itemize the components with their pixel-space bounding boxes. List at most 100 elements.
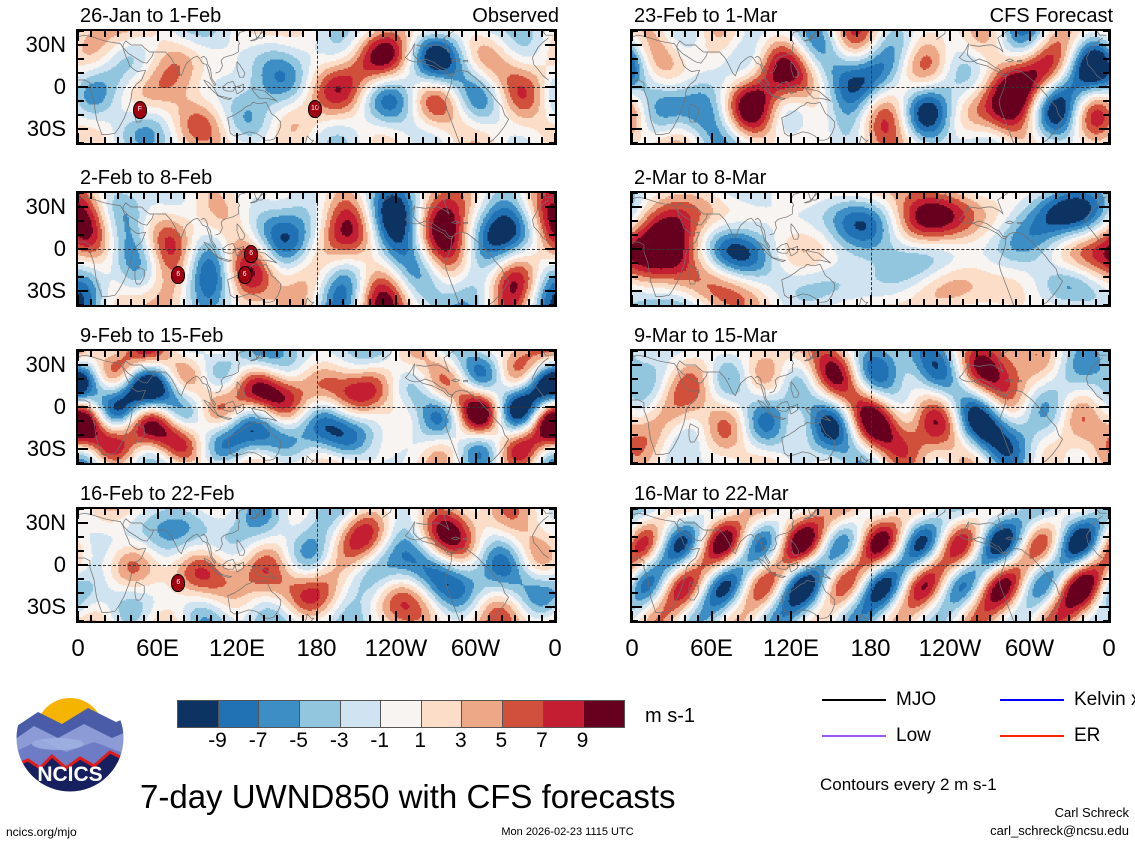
axis-tick bbox=[1068, 457, 1071, 463]
axis-tick bbox=[1002, 193, 1004, 199]
axis-tick bbox=[549, 114, 555, 116]
axis-tick bbox=[790, 611, 792, 621]
axis-tick bbox=[1041, 137, 1044, 143]
axis-tick bbox=[657, 351, 660, 357]
axis-tick bbox=[249, 457, 252, 463]
axis-tick bbox=[421, 193, 424, 199]
axis-tick bbox=[209, 137, 212, 143]
axis-tick bbox=[882, 31, 885, 37]
axis-tick bbox=[632, 522, 642, 524]
axis-tick bbox=[632, 86, 642, 88]
axis-tick bbox=[1103, 550, 1109, 552]
axis-tick bbox=[302, 615, 305, 621]
axis-tick bbox=[196, 31, 199, 37]
axis-tick bbox=[1028, 133, 1031, 143]
axis-tick bbox=[545, 44, 555, 46]
axis-tick bbox=[790, 453, 792, 463]
axis-tick bbox=[829, 509, 832, 515]
axis-tick bbox=[554, 295, 555, 305]
colorbar-tick-label: 9 bbox=[576, 729, 589, 752]
axis-tick bbox=[130, 299, 132, 305]
axis-tick bbox=[549, 276, 555, 278]
axis-tick bbox=[527, 457, 530, 463]
axis-tick bbox=[922, 509, 925, 515]
axis-tick bbox=[302, 351, 305, 357]
axis-tick bbox=[116, 457, 119, 463]
axis-tick bbox=[78, 550, 84, 552]
axis-tick bbox=[1099, 248, 1109, 250]
axis-tick bbox=[78, 128, 88, 130]
axis-tick bbox=[78, 193, 79, 203]
axis-tick bbox=[843, 137, 845, 143]
axis-tick bbox=[130, 31, 132, 37]
axis-tick bbox=[90, 137, 93, 143]
colorbar-tick-label: -5 bbox=[289, 729, 308, 752]
axis-tick bbox=[632, 378, 638, 380]
axis-tick bbox=[78, 509, 79, 519]
axis-tick bbox=[856, 351, 859, 357]
axis-tick bbox=[1099, 364, 1109, 366]
axis-tick bbox=[632, 72, 638, 74]
axis-tick bbox=[1015, 193, 1018, 199]
axis-tick bbox=[78, 290, 88, 292]
axis-tick bbox=[289, 457, 291, 463]
axis-tick bbox=[829, 31, 832, 37]
axis-tick bbox=[1108, 295, 1109, 305]
axis-tick bbox=[909, 193, 912, 199]
axis-tick bbox=[750, 193, 753, 199]
axis-tick bbox=[395, 193, 397, 203]
axis-tick bbox=[549, 72, 555, 74]
axis-tick bbox=[1081, 615, 1084, 621]
axis-tick bbox=[962, 615, 965, 621]
axis-tick bbox=[935, 457, 938, 463]
axis-tick bbox=[474, 133, 477, 143]
legend-line-swatch bbox=[822, 698, 886, 701]
axis-tick bbox=[632, 364, 642, 366]
ncics-logo: NCICS bbox=[14, 682, 142, 794]
axis-tick bbox=[381, 509, 384, 515]
axis-tick bbox=[554, 453, 555, 463]
axis-tick bbox=[988, 137, 991, 143]
axis-tick bbox=[632, 58, 638, 60]
axis-tick bbox=[790, 509, 792, 519]
axis-tick bbox=[1094, 509, 1097, 515]
axis-tick bbox=[514, 509, 517, 515]
axis-tick bbox=[302, 457, 305, 463]
axis-tick bbox=[1099, 564, 1109, 566]
axis-tick bbox=[657, 137, 660, 143]
axis-tick bbox=[632, 206, 642, 208]
axis-tick bbox=[644, 193, 647, 199]
axis-tick bbox=[130, 351, 132, 357]
axis-tick bbox=[549, 351, 555, 352]
axis-tick bbox=[408, 509, 411, 515]
axis-tick bbox=[896, 615, 898, 621]
axis-tick bbox=[549, 304, 555, 305]
axis-tick bbox=[1081, 137, 1084, 143]
axis-tick bbox=[302, 137, 305, 143]
colorbar-tick-label: 1 bbox=[414, 729, 427, 752]
axis-tick bbox=[632, 248, 642, 250]
contour-interval-note: Contours every 2 m s-1 bbox=[820, 775, 997, 794]
axis-tick bbox=[935, 509, 938, 515]
axis-tick bbox=[632, 44, 642, 46]
axis-tick bbox=[487, 31, 490, 37]
cyclone-marker: 10 bbox=[307, 100, 322, 118]
axis-tick bbox=[527, 615, 530, 621]
axis-tick bbox=[843, 299, 845, 305]
axis-tick bbox=[262, 299, 265, 305]
axis-tick bbox=[1103, 378, 1109, 380]
axis-tick bbox=[169, 351, 172, 357]
axis-tick bbox=[116, 137, 119, 143]
axis-tick bbox=[355, 457, 358, 463]
axis-tick bbox=[448, 193, 450, 199]
axis-tick bbox=[116, 509, 119, 515]
axis-tick bbox=[670, 299, 673, 305]
axis-tick bbox=[78, 262, 84, 264]
axis-tick bbox=[988, 193, 991, 199]
axis-tick bbox=[1108, 453, 1109, 463]
axis-tick bbox=[1028, 453, 1031, 463]
panel-title: 2-Mar to 8-Mar bbox=[634, 167, 767, 189]
axis-tick bbox=[78, 434, 84, 436]
colorbar-segment bbox=[258, 701, 299, 727]
axis-tick bbox=[156, 611, 159, 621]
